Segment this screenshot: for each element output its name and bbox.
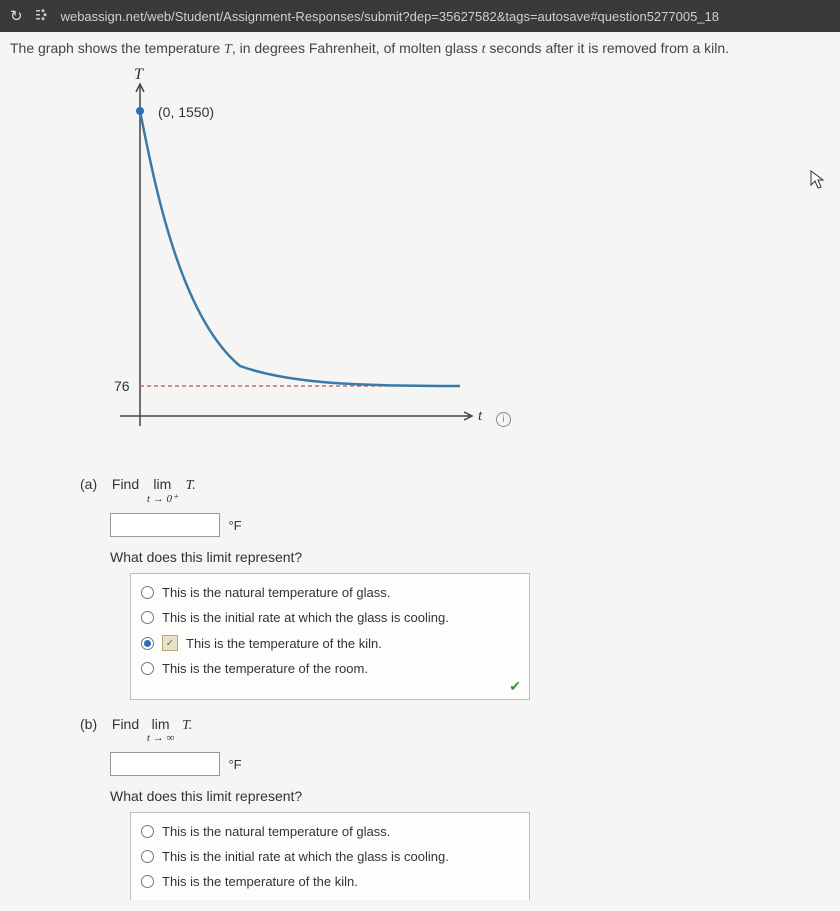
correct-check-icon: ✔: [509, 678, 521, 695]
option-row[interactable]: This is the temperature of the kiln.: [139, 869, 521, 894]
radio-icon[interactable]: [141, 637, 154, 650]
prompt-var-T: T: [224, 42, 232, 57]
part-b-subquestion: What does this limit represent?: [110, 788, 830, 804]
part-a-find: Find: [112, 476, 139, 492]
y-axis-label: T: [134, 66, 143, 84]
radio-icon[interactable]: [141, 586, 154, 599]
radio-icon[interactable]: [141, 662, 154, 675]
radio-icon[interactable]: [141, 875, 154, 888]
part-b: (b) Find lim t → ∞ T.: [80, 716, 830, 744]
part-b-limit: lim t → ∞: [147, 716, 174, 744]
temperature-graph: T (0, 1550) 76 t i: [100, 66, 520, 466]
page-content: The graph shows the temperature T, in de…: [0, 32, 840, 900]
part-a-answer-row: °F: [110, 513, 830, 537]
radio-icon[interactable]: [141, 850, 154, 863]
mouse-cursor-icon: [810, 170, 826, 195]
prompt-text-a: The graph shows the temperature: [10, 40, 224, 56]
info-icon[interactable]: i: [496, 409, 511, 427]
graph-point-label: (0, 1550): [158, 104, 214, 120]
option-row[interactable]: This is the initial rate at which the gl…: [139, 844, 521, 869]
part-a: (a) Find lim t → 0⁺ T.: [80, 476, 830, 505]
graph-svg: [100, 66, 520, 466]
browser-address-bar: ↻ webassign.net/web/Student/Assignment-R…: [0, 0, 840, 32]
x-axis-label: t: [478, 408, 482, 425]
option-text: This is the natural temperature of glass…: [162, 585, 390, 600]
option-row[interactable]: This is the temperature of the room.: [139, 656, 521, 681]
answer-badge-icon: ✓: [162, 635, 178, 651]
option-text: This is the initial rate at which the gl…: [162, 610, 449, 625]
option-row[interactable]: ✓ This is the temperature of the kiln.: [139, 630, 521, 656]
part-a-answer-input[interactable]: [110, 513, 220, 537]
part-a-T: T.: [186, 478, 196, 493]
asymptote-label: 76: [114, 378, 130, 394]
part-b-T: T.: [182, 718, 192, 733]
part-b-unit: °F: [228, 757, 241, 772]
part-b-answer-row: °F: [110, 752, 830, 776]
option-text: This is the temperature of the kiln.: [162, 874, 358, 889]
option-text: This is the natural temperature of glass…: [162, 824, 390, 839]
part-a-subquestion: What does this limit represent?: [110, 549, 830, 565]
part-b-options: This is the natural temperature of glass…: [130, 812, 530, 900]
option-text: This is the temperature of the kiln.: [186, 636, 382, 651]
option-row[interactable]: This is the natural temperature of glass…: [139, 580, 521, 605]
radio-icon[interactable]: [141, 611, 154, 624]
part-b-answer-input[interactable]: [110, 752, 220, 776]
question-prompt: The graph shows the temperature T, in de…: [10, 40, 830, 58]
option-text: This is the initial rate at which the gl…: [162, 849, 449, 864]
part-a-limit: lim t → 0⁺: [147, 476, 178, 505]
prompt-text-b: , in degrees Fahrenheit, of molten glass: [232, 40, 482, 56]
prompt-text-c: seconds after it is removed from a kiln.: [486, 40, 730, 56]
option-row[interactable]: This is the initial rate at which the gl…: [139, 605, 521, 630]
radio-icon[interactable]: [141, 825, 154, 838]
option-text: This is the temperature of the room.: [162, 661, 368, 676]
url-text[interactable]: webassign.net/web/Student/Assignment-Res…: [61, 9, 719, 24]
part-a-unit: °F: [228, 518, 241, 533]
refresh-icon[interactable]: ↻: [10, 7, 23, 25]
site-settings-icon[interactable]: [35, 8, 49, 25]
part-b-find: Find: [112, 716, 139, 732]
part-a-options: This is the natural temperature of glass…: [130, 573, 530, 700]
part-a-label: (a): [80, 476, 108, 492]
part-b-label: (b): [80, 716, 108, 732]
option-row[interactable]: This is the natural temperature of glass…: [139, 819, 521, 844]
